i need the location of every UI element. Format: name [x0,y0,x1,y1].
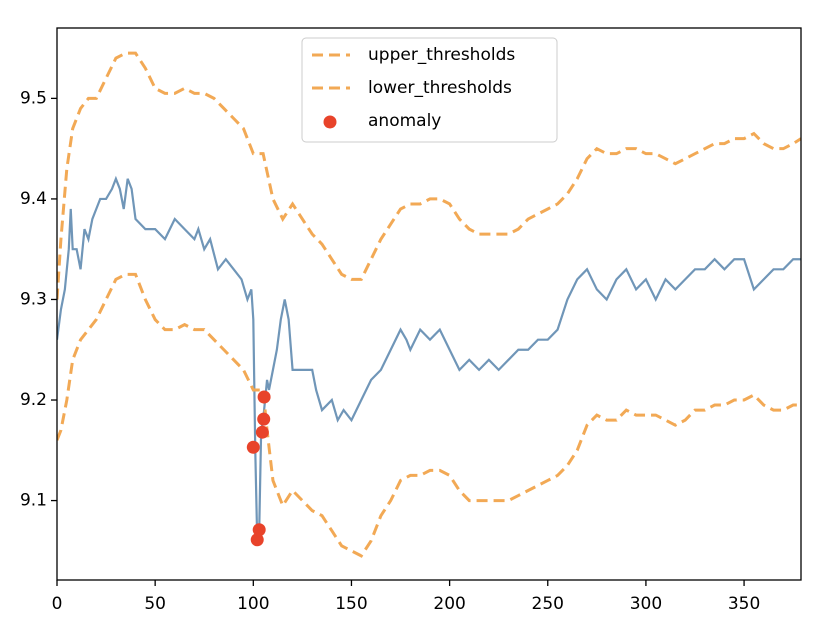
anomaly-point [252,523,266,537]
x-tick-label: 300 [630,594,662,614]
legend-label: lower_thresholds [368,78,512,98]
legend-box [301,37,558,143]
x-tick-label: 0 [52,594,63,614]
x-tick-label: 50 [144,594,166,614]
anomaly-point [257,412,271,426]
threshold-line [57,272,801,558]
anomaly-point [255,425,269,439]
legend-marker [323,115,337,129]
data-line [57,175,801,542]
y-tick-label: 9.5 [20,88,47,108]
anomaly-point [250,533,264,547]
y-tick-label: 9.1 [20,491,47,511]
threshold-line [57,51,801,300]
anomaly-point [257,390,271,404]
legend-label: upper_thresholds [368,45,515,65]
x-tick-label: 200 [433,594,465,614]
x-tick-label: 250 [532,594,564,614]
x-tick-label: 150 [335,594,367,614]
plot-frame [56,27,802,581]
y-tick-label: 9.4 [20,189,47,209]
legend-label: anomaly [368,111,441,131]
y-tick-label: 9.3 [20,289,47,309]
x-tick-label: 350 [728,594,760,614]
anomaly-point [246,440,260,454]
y-tick-label: 9.2 [20,390,47,410]
x-tick-label: 100 [237,594,269,614]
